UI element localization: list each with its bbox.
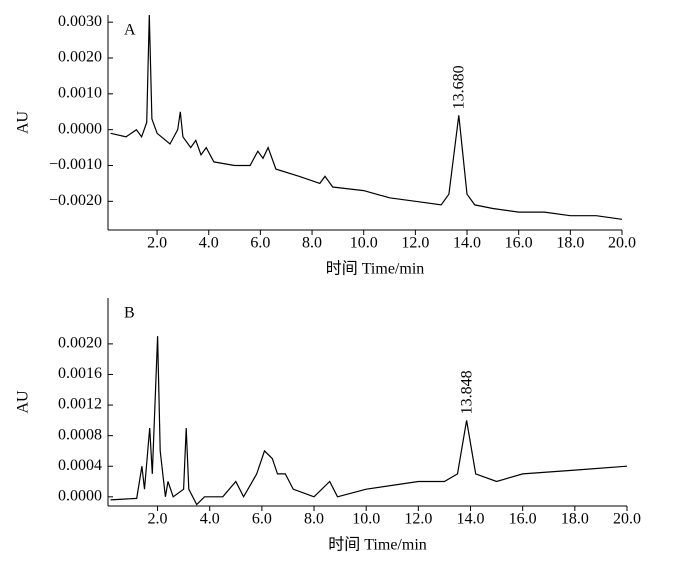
x-axis-label: 时间 Time/min [328, 536, 427, 554]
x-tick-label: 18.0 [561, 511, 589, 528]
y-tick-label: −0.0020 [49, 192, 102, 209]
x-tick-label: 16.0 [505, 235, 533, 252]
x-tick-label: 4.0 [199, 235, 219, 252]
x-tick-label: 10.0 [350, 235, 378, 252]
y-tick-label: 0.0030 [58, 13, 102, 30]
x-tick-label: 8.0 [304, 511, 324, 528]
x-tick-label: 14.0 [453, 235, 481, 252]
y-axis-label: AU [15, 111, 32, 135]
y-tick-label: −0.0010 [49, 156, 102, 173]
x-tick-label: 10.0 [352, 511, 380, 528]
peak-annotation: 13.680 [450, 65, 467, 109]
y-tick-label: 0.0004 [58, 457, 102, 474]
y-tick-label: 0.0010 [58, 85, 102, 102]
x-tick-label: 8.0 [302, 235, 322, 252]
x-tick-label: 6.0 [252, 511, 272, 528]
x-tick-label: 2.0 [148, 511, 168, 528]
chromatogram-line [110, 336, 628, 506]
x-axis-label: 时间 Time/min [326, 260, 425, 278]
y-tick-label: 0.0012 [58, 396, 102, 413]
y-tick-label: 0.0020 [58, 335, 102, 352]
x-tick-label: 20.0 [608, 235, 636, 252]
y-tick-label: 0.0000 [58, 487, 102, 504]
y-tick-label: 0.0008 [58, 426, 102, 443]
y-tick-label: 0.0020 [58, 49, 102, 66]
chromatogram-line [110, 14, 623, 220]
x-tick-label: 18.0 [556, 235, 584, 252]
panel-label: B [124, 305, 135, 322]
y-tick-label: 0.0016 [58, 365, 102, 382]
x-tick-label: 14.0 [457, 511, 485, 528]
y-tick-label: 0.0000 [58, 120, 102, 137]
x-tick-label: 2.0 [147, 235, 167, 252]
panel-label: A [124, 22, 136, 39]
peak-annotation: 13.848 [458, 370, 475, 414]
x-tick-label: 4.0 [200, 511, 220, 528]
y-axis-label: AU [15, 390, 32, 414]
x-tick-label: 20.0 [613, 511, 641, 528]
x-tick-label: 12.0 [401, 235, 429, 252]
x-tick-label: 12.0 [404, 511, 432, 528]
x-tick-label: 16.0 [509, 511, 537, 528]
x-tick-label: 6.0 [250, 235, 270, 252]
